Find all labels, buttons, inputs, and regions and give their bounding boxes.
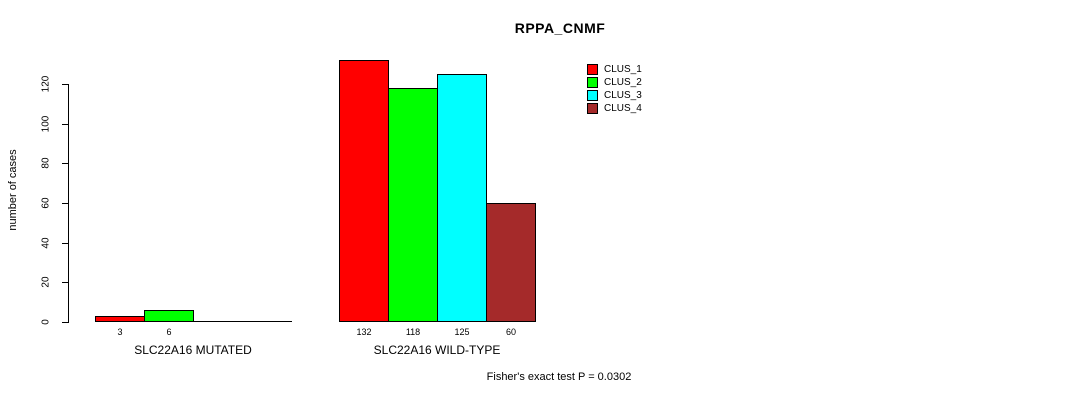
- bar-value-label: 125: [454, 327, 470, 337]
- legend-item-label: CLUS_4: [604, 103, 642, 114]
- y-axis-tick: [62, 243, 68, 244]
- y-axis-tick-label: 20: [40, 276, 52, 288]
- legend-swatch: [587, 77, 598, 88]
- legend-item-label: CLUS_2: [604, 77, 642, 88]
- bar-clus_2-group1: [388, 88, 438, 322]
- bar-clus_4-group1: [486, 203, 536, 322]
- y-axis-tick-label: 0: [40, 319, 52, 325]
- fisher-test-note: Fisher's exact test P = 0.0302: [486, 371, 632, 383]
- y-axis-tick: [62, 282, 68, 283]
- legend: CLUS_1 CLUS_2 CLUS_3 CLUS_4: [587, 63, 642, 115]
- bar-clus_4-group0: [242, 321, 292, 322]
- bar-clus_2-group0: [144, 310, 194, 322]
- y-axis-line: [68, 84, 69, 323]
- legend-swatch: [587, 90, 598, 101]
- bar-clus_1-group1: [339, 60, 389, 322]
- group-label-wild-type: SLC22A16 WILD-TYPE: [373, 343, 501, 357]
- y-axis-tick-label: 120: [40, 75, 52, 93]
- y-axis-tick: [62, 322, 68, 323]
- bar-value-label: 132: [356, 327, 372, 337]
- y-axis-tick-label: 60: [40, 197, 52, 209]
- chart-title: RPPA_CNMF: [514, 20, 606, 36]
- bar-value-label: 3: [117, 327, 123, 337]
- bar-value-label: 6: [166, 327, 172, 337]
- legend-item-label: CLUS_1: [604, 64, 642, 75]
- group-label-mutated: SLC22A16 MUTATED: [134, 343, 252, 357]
- legend-swatch: [587, 64, 598, 75]
- y-axis-title: number of cases: [7, 149, 19, 231]
- legend-item-clus_1: CLUS_1: [587, 63, 642, 76]
- y-axis-tick: [62, 84, 68, 85]
- y-axis-tick: [62, 203, 68, 204]
- legend-swatch: [587, 103, 598, 114]
- y-axis-tick: [62, 163, 68, 164]
- bar-value-label: 60: [505, 327, 516, 337]
- bar-clus_1-group0: [95, 316, 145, 322]
- legend-item-label: CLUS_3: [604, 90, 642, 101]
- legend-item-clus_3: CLUS_3: [587, 89, 642, 102]
- legend-item-clus_2: CLUS_2: [587, 76, 642, 89]
- bar-value-label: 118: [405, 327, 421, 337]
- y-axis-tick-label: 100: [40, 115, 52, 133]
- y-axis-tick-label: 80: [40, 157, 52, 169]
- y-axis-tick: [62, 124, 68, 125]
- y-axis-tick-label: 40: [40, 237, 52, 249]
- legend-item-clus_4: CLUS_4: [587, 102, 642, 115]
- bar-clus_3-group0: [193, 321, 243, 322]
- bar-clus_3-group1: [437, 74, 487, 322]
